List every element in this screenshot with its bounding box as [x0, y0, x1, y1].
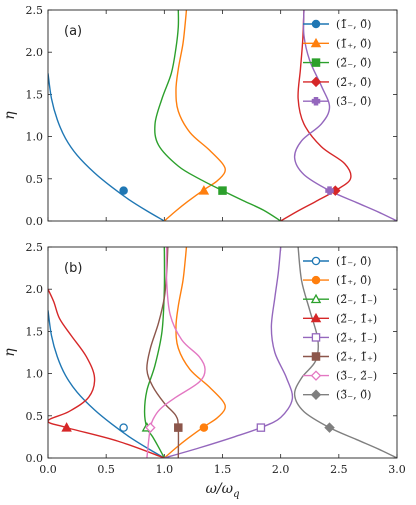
x-tick-label: 2.5 — [330, 463, 348, 476]
y-tick-label: 1.0 — [26, 131, 44, 144]
series-line-5 — [293, 10, 397, 221]
series-line-1 — [48, 73, 165, 221]
x-tick-label: 0.0 — [39, 463, 57, 476]
series-line-1 — [48, 310, 165, 458]
series-line-3 — [154, 10, 282, 221]
legend-marker-2 — [310, 37, 322, 48]
y-tick-label: 0.0 — [26, 452, 44, 465]
legend-marker-5 — [311, 333, 321, 342]
series-marker-8 — [324, 422, 335, 433]
x-axis-label: ω/ωq — [206, 481, 240, 500]
series-marker-1 — [119, 186, 128, 195]
series-line-6 — [146, 247, 180, 458]
legend-marker-5 — [311, 96, 321, 106]
y-tick-label: 0.5 — [26, 410, 44, 423]
y-tick-label: 0.5 — [26, 173, 44, 186]
series-marker-3 — [218, 186, 227, 195]
plot-frame — [47, 9, 398, 222]
series-marker-5 — [325, 186, 334, 195]
series-marker-2 — [198, 185, 210, 195]
series-line-2 — [163, 247, 226, 458]
x-tick-label: 2.0 — [272, 463, 290, 476]
series-line-7 — [146, 247, 206, 458]
legend-marker-6 — [311, 352, 321, 361]
x-tick-label: 3.0 — [388, 463, 406, 476]
legend-marker-4 — [310, 76, 322, 88]
legend-entry-8: (3̃₋, 0̃) — [336, 389, 371, 402]
legend-entry-2: (1̃₊, 0̃) — [336, 274, 371, 287]
legend-marker-3 — [311, 58, 321, 67]
panel-label: (a) — [64, 24, 82, 39]
y-tick-label: 1.5 — [26, 88, 44, 101]
y-tick-label: 0.0 — [26, 215, 44, 228]
legend-marker-1 — [311, 19, 321, 29]
legend-entry-5: (3̃₋, 0̃) — [336, 95, 371, 108]
series-line-2 — [163, 10, 226, 221]
x-tick-label: 0.5 — [97, 463, 115, 476]
y-tick-label: 1.0 — [26, 368, 44, 381]
legend-entry-4: (2̃₊, 0̃) — [336, 76, 371, 89]
x-tick-label: 1.0 — [156, 463, 174, 476]
y-tick-label: 2.0 — [26, 283, 44, 296]
y-tick-label: 2.5 — [26, 4, 44, 17]
y-axis-label: η — [2, 111, 18, 120]
panel-label: (b) — [64, 261, 82, 276]
series-lines — [48, 247, 397, 458]
legend-entry-5: (2̃₊, 1̃₋) — [336, 331, 377, 344]
series-marker-4 — [61, 422, 72, 432]
legend-entry-7: (3̃₋, 2̃₋) — [336, 370, 377, 383]
legend-entry-3: (2̃₋, 0̃) — [336, 57, 371, 70]
series-marker-7 — [145, 422, 156, 433]
legend-entry-4: (2̃₋, 1̃₊) — [336, 312, 377, 325]
series-line-3 — [143, 247, 166, 458]
x-tick-label: 1.5 — [214, 463, 232, 476]
series-marker-6 — [174, 423, 183, 432]
series-line-5 — [164, 247, 294, 458]
legend-entry-3: (2̃₋, 1̃₋) — [336, 293, 377, 306]
legend-marker-8 — [310, 389, 322, 400]
legend-marker-1 — [311, 256, 321, 266]
x-axis-label-subscript: q — [233, 489, 239, 500]
legend-marker-2 — [311, 275, 321, 285]
panel-b: 0.0 0.5 1.0 1.5 2.0 2.5 3.0 0.0 0.5 1.0 1.5 2.0 2.5 (… — [2, 241, 406, 500]
legend-entry-2: (1̃₊, 0̃) — [336, 37, 371, 50]
series-marker-2 — [199, 423, 209, 432]
y-tick-label: 1.5 — [26, 325, 44, 338]
legend-marker-7 — [310, 370, 322, 381]
series-line-8 — [293, 247, 397, 458]
panel-a: 0.0 0.5 1.0 1.5 2.0 2.5 (a) η (1̃₋, 0̃) (1̃₊, 0̃)… — [2, 4, 398, 228]
series-marker-5 — [256, 423, 266, 432]
y-axis-label: η — [2, 348, 18, 357]
legend-entry-6: (2̃₊, 1̃₊) — [336, 351, 377, 364]
series-marker-1 — [119, 423, 128, 432]
legend-entry-1: (1̃₋, 0̃) — [336, 255, 371, 268]
y-tick-label: 2.5 — [26, 241, 44, 254]
plot-frame — [47, 246, 398, 459]
series-line-4 — [280, 10, 352, 221]
legend-marker-4 — [310, 312, 322, 323]
series-lines — [48, 10, 397, 221]
legend-entry-1: (1̃₋, 0̃) — [336, 18, 371, 31]
legend-marker-3 — [310, 293, 322, 304]
y-tick-label: 2.0 — [26, 46, 44, 59]
